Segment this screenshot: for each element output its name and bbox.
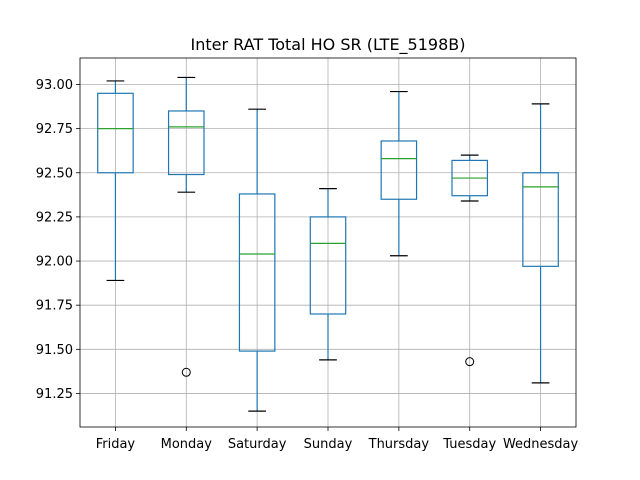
- axes-frame: [79, 57, 577, 428]
- y-tick-label: 91.50: [36, 343, 73, 358]
- box-group-tuesday: [451, 154, 489, 367]
- box-group-monday: [167, 76, 205, 377]
- iqr-box: [309, 216, 347, 315]
- iqr-box: [522, 172, 559, 267]
- box-group-saturday: [238, 108, 276, 412]
- x-tick-label: Sunday: [304, 437, 353, 452]
- y-tick-label: 92.75: [36, 122, 73, 137]
- grid-lines: [80, 58, 576, 427]
- y-tick-label: 92.50: [36, 166, 73, 181]
- x-tick-label: Wednesday: [503, 437, 579, 452]
- y-tick-label: 91.75: [36, 299, 73, 314]
- box-group-friday: [97, 80, 134, 282]
- x-tick-label: Monday: [161, 437, 213, 452]
- x-tick-label: Thursday: [368, 437, 430, 452]
- x-tick-label: Tuesday: [442, 437, 496, 452]
- iqr-box: [167, 110, 205, 176]
- x-tick-label: Saturday: [228, 437, 287, 452]
- y-tick-label: 92.25: [36, 210, 73, 225]
- outlier-point: [465, 357, 475, 367]
- iqr-box: [97, 92, 134, 174]
- box-group-wednesday: [522, 103, 559, 384]
- axes: 91.25 91.50 91.75 92.00 92.25 92.50 92.75 93.00…: [36, 78, 579, 452]
- chart-title: Inter RAT Total HO SR (LTE_5198B): [191, 35, 466, 55]
- y-tick-label: 92.00: [36, 255, 73, 270]
- iqr-box: [238, 193, 276, 352]
- iqr-box: [380, 140, 418, 200]
- x-tick-label: Friday: [96, 437, 136, 452]
- box-series: [97, 76, 559, 412]
- box-group-thursday: [380, 90, 418, 257]
- box-group-sunday: [309, 188, 347, 361]
- outlier-point: [181, 367, 191, 377]
- y-tick-label: 93.00: [36, 78, 73, 93]
- y-tick-label: 91.25: [36, 387, 73, 402]
